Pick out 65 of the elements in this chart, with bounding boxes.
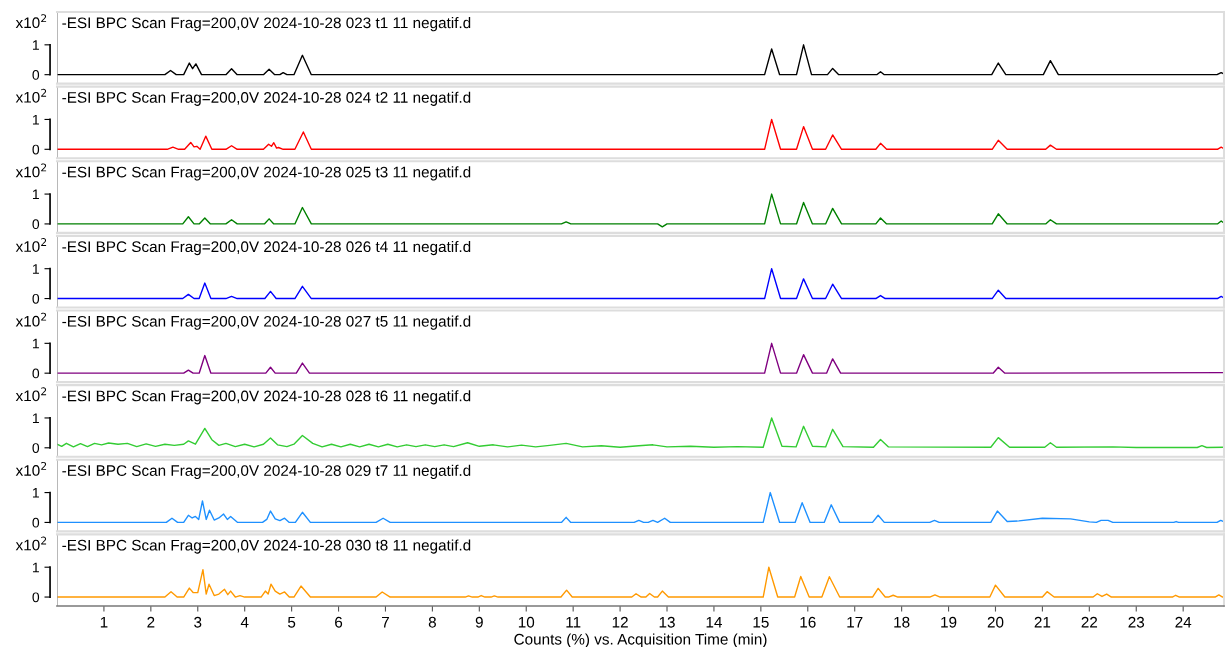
line-series [57, 566, 1224, 598]
x-tick-label: 2 [147, 616, 155, 628]
x-tick-label: 22 [1081, 616, 1098, 628]
chart-title: -ESI BPC Scan Frag=200,0V 2024-10-28 025 t3 11 negatif.d [62, 166, 471, 181]
x-tick-label: 20 [987, 616, 1004, 628]
chart-title: -ESI BPC Scan Frag=200,0V 2024-10-28 029 t7 11 negatif.d [62, 464, 471, 480]
y-axis-title: x10$^{2}$ [15, 387, 47, 402]
line-series [57, 193, 1224, 228]
chart-title: -ESI BPC Scan Frag=200,0V 2024-10-28 026 t4 11 negatif.d [62, 240, 471, 256]
x-tick-label: 1 [100, 616, 108, 628]
y-tick-label: 1 [32, 338, 39, 349]
y-tick-label: 0 [32, 368, 40, 379]
x-tick-label: 13 [659, 616, 675, 628]
x-tick-label: 23 [1128, 616, 1145, 628]
x-tick-label: 18 [894, 616, 910, 628]
y-axis-title: x10$^{2}$ [15, 163, 47, 178]
y-axis-title: x10$^{2}$ [15, 461, 47, 476]
line-series [57, 417, 1224, 449]
chart-title: -ESI BPC Scan Frag=200,0V 2024-10-28 024 t2 11 negatif.d [62, 91, 471, 106]
y-tick-label: 0 [32, 592, 40, 603]
y-tick-label: 1 [32, 488, 39, 498]
x-tick-label: 4 [240, 616, 249, 628]
line-series [57, 491, 1224, 524]
y-tick-label: 1 [32, 114, 39, 125]
chart-title: -ESI BPC Scan Frag=200,0V 2024-10-28 030 t8 11 negatif.d [62, 539, 471, 554]
x-tick-label: 19 [941, 616, 957, 628]
line-series [57, 268, 1224, 300]
line-series [57, 118, 1224, 150]
y-tick-label: 0 [32, 293, 40, 304]
line-series [57, 44, 1224, 76]
x-tick-label: 16 [800, 616, 816, 628]
x-tick-label: 8 [428, 616, 436, 628]
x-tick-label: 21 [1034, 616, 1051, 628]
y-tick-label: 1 [32, 413, 39, 423]
y-tick-label: 0 [32, 144, 40, 155]
x-tick-label: 7 [382, 616, 389, 628]
y-axis-title: x10$^{2}$ [15, 536, 47, 551]
x-tick-label: 6 [335, 616, 343, 628]
y-axis-title: x10$^{2}$ [15, 312, 47, 327]
chart-title: -ESI BPC Scan Frag=200,0V 2024-10-28 027 t5 11 negatif.d [62, 315, 471, 330]
y-tick-label: 0 [32, 517, 40, 528]
x-tick-label: 5 [287, 616, 296, 628]
x-tick-label: 12 [612, 616, 628, 628]
y-tick-label: 1 [32, 189, 39, 200]
y-tick-label: 0 [32, 70, 40, 80]
x-tick-label: 3 [194, 616, 202, 628]
x-tick-label: 15 [753, 616, 769, 628]
x-tick-label: 10 [518, 616, 535, 628]
y-axis-title: x10$^{2}$ [15, 238, 47, 252]
y-tick-label: 1 [32, 562, 39, 573]
y-tick-label: 1 [32, 40, 39, 50]
y-tick-label: 1 [32, 264, 39, 274]
y-axis-title: x10$^{2}$ [15, 88, 47, 103]
x-tick-label: 17 [847, 616, 863, 628]
y-tick-label: 0 [32, 443, 40, 453]
x-tick-label: 14 [706, 616, 722, 628]
x-axis-title: Counts (%) vs. Acquisition Time (min) [514, 633, 767, 647]
line-series [57, 342, 1224, 374]
y-tick-label: 0 [32, 219, 40, 230]
chart-title: -ESI BPC Scan Frag=200,0V 2024-10-28 023 t1 11 negatif.d [62, 17, 471, 32]
y-axis-title: x10$^{2}$ [15, 14, 47, 29]
x-tick-label: 24 [1175, 616, 1192, 628]
chart-title: -ESI BPC Scan Frag=200,0V 2024-10-28 028 t6 11 negatif.d [62, 390, 471, 405]
x-tick-label: 11 [566, 616, 581, 628]
x-tick-label: 9 [475, 616, 483, 628]
